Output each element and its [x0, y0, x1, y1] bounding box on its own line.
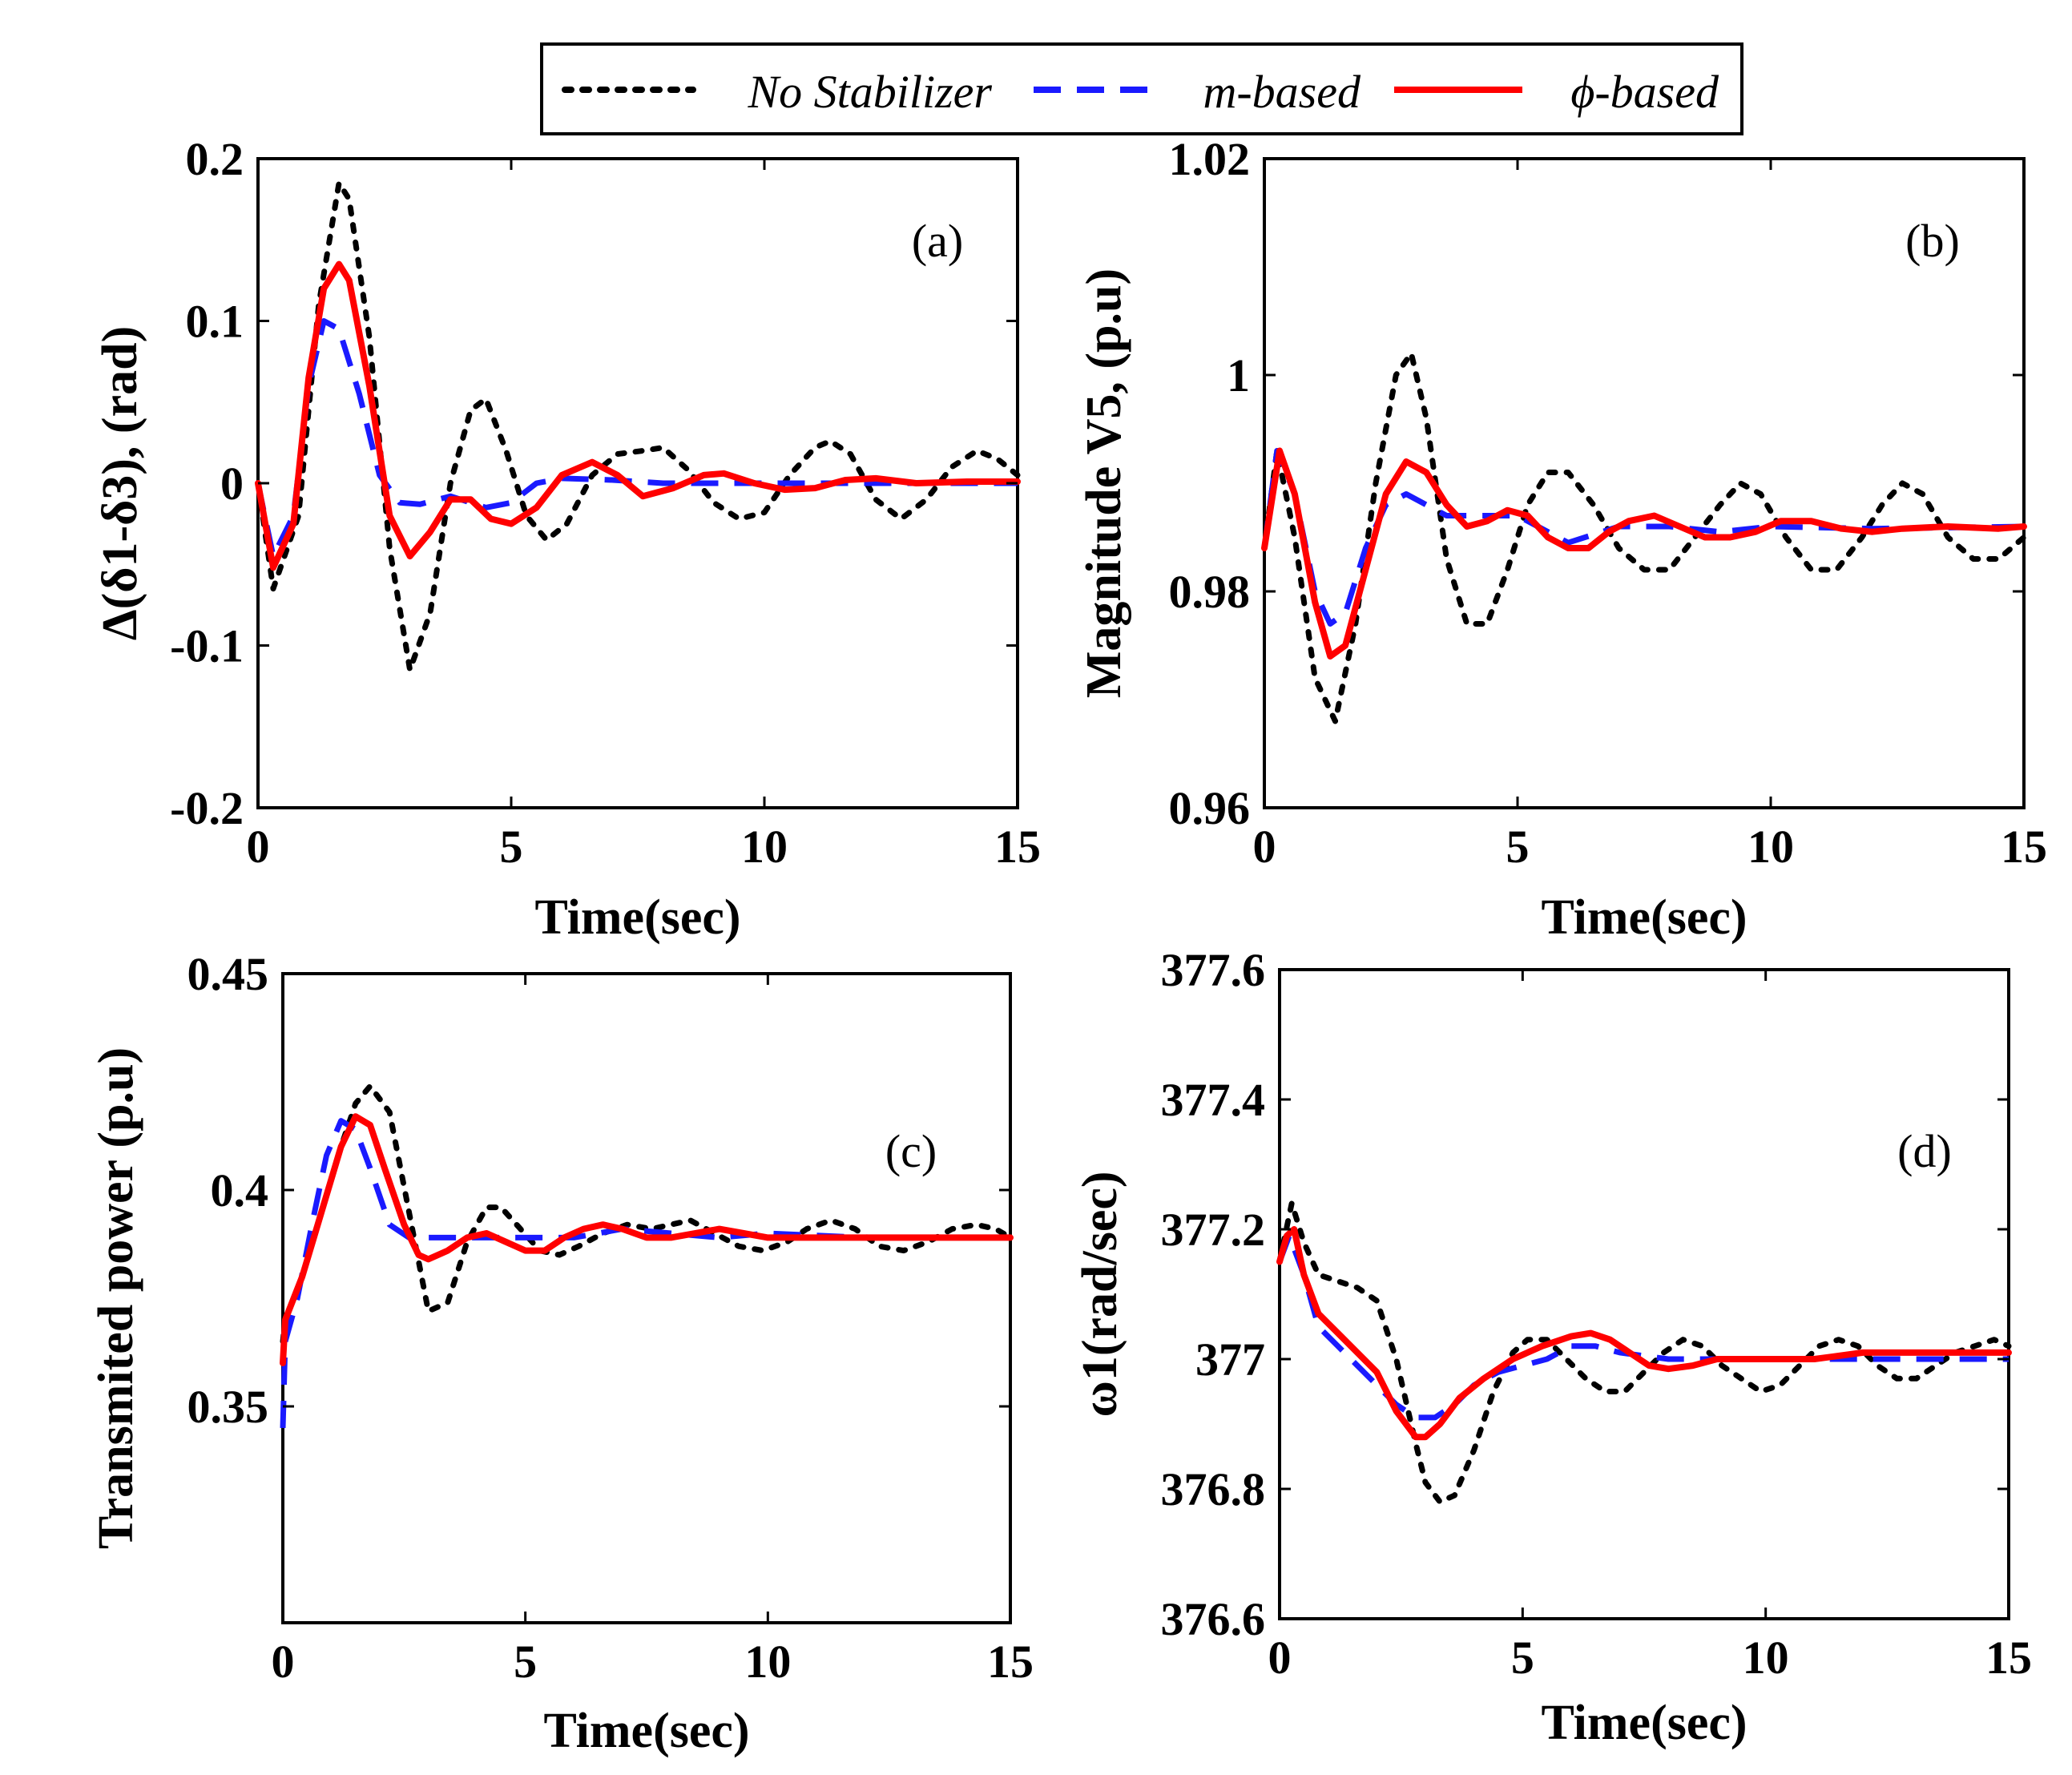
panel-a-ytick-label: 0.1 [186, 296, 244, 348]
panel-a: 0 5 10 15 -0.2 -0.1 0 0.1 0.2 (a) Time(sec) Δ(δ1… [93, 133, 1041, 945]
panel-a-ytick-label: 0 [220, 458, 244, 510]
panel-c-ticks: 0 5 10 15 0.35 0.4 0.45 [187, 948, 1034, 1688]
panel-b-tag: (b) [1905, 215, 1960, 267]
panel-a-xtick-label: 15 [994, 821, 1041, 873]
panel-b-frame [1263, 157, 2026, 809]
panel-b-xtick-label: 15 [2001, 821, 2047, 873]
panel-c-ytick-label: 0.45 [187, 948, 269, 1000]
panel-d-series-phi-based [1276, 1226, 2012, 1441]
legend-label-phi-based: ϕ-based [1570, 66, 1719, 118]
panel-c: 0 5 10 15 0.35 0.4 0.45 (c) Time(sec) Transmit… [89, 948, 1034, 1758]
panel-a-series-phi-based [255, 260, 1021, 571]
panel-d-ytick-label: 377.2 [1161, 1204, 1266, 1256]
panel-d-ytick-label: 377 [1195, 1333, 1265, 1386]
panel-b-ytick-label: 0.96 [1169, 782, 1251, 834]
panel-b-series-phi-based [1261, 447, 2027, 660]
panel-c-ytick-label: 0.4 [211, 1164, 269, 1216]
panel-c-xtick-label: 15 [987, 1636, 1034, 1688]
panel-b-series [1261, 350, 2027, 724]
panel-c-xtick-label: 5 [514, 1636, 537, 1688]
panel-b-xlabel: Time(sec) [1541, 890, 1747, 945]
panel-b-xtick-label: 0 [1253, 821, 1276, 873]
panel-a-xlabel: Time(sec) [534, 890, 740, 945]
panel-a-ytick-label: 0.2 [186, 133, 244, 185]
panel-d-ytick-label: 376.6 [1161, 1593, 1266, 1645]
legend-label-no-stabilizer: No Stabilizer [747, 66, 992, 118]
panel-d-frame [1278, 968, 2010, 1620]
panel-a-series [255, 180, 1021, 673]
panel-a-xtick-label: 0 [247, 821, 270, 873]
panel-b-series-m-based [1261, 448, 2025, 627]
panel-d-xtick-label: 15 [1985, 1632, 2032, 1684]
panel-c-ylabel: Transmited power (p.u) [89, 1047, 143, 1549]
panel-d-series-no-stabilizer [1276, 1200, 2012, 1505]
panel-b-ytick-label: 1.02 [1169, 133, 1251, 185]
panel-b-ticks: 0 5 10 15 0.96 0.98 1 1.02 [1169, 133, 2048, 873]
panel-d-ytick-label: 376.8 [1161, 1463, 1266, 1515]
panel-a-tag: (a) [912, 215, 963, 267]
panel-d-tag: (d) [1897, 1125, 1952, 1177]
panel-c-series-phi-based [280, 1113, 1014, 1366]
panel-c-xtick-label: 0 [272, 1636, 295, 1688]
panel-d: 0 5 10 15 376.6 376.8 377 377.2 377.4 377.6 (d) T… [1073, 944, 2032, 1750]
panel-a-ytick-label: -0.1 [170, 620, 244, 672]
panel-c-xtick-label: 10 [744, 1636, 791, 1688]
panel-c-frame [281, 972, 1012, 1624]
panel-b: 0 5 10 15 0.96 0.98 1 1.02 (b) Time(sec) Magnit… [1077, 133, 2047, 945]
panel-a-ylabel: Δ(δ1-δ3), (rad) [93, 326, 147, 640]
panel-d-ytick-label: 377.6 [1161, 944, 1266, 996]
legend: No Stabilizer m-based ϕ-based [540, 42, 1743, 135]
panel-d-xtick-label: 0 [1268, 1632, 1292, 1684]
panel-d-ytick-label: 377.4 [1161, 1074, 1266, 1126]
panel-b-xtick-label: 10 [1747, 821, 1794, 873]
panel-b-ylabel: Magnitude V5, (p.u) [1077, 268, 1131, 698]
panel-d-xtick-label: 5 [1511, 1632, 1534, 1684]
panel-d-series [1276, 1200, 2012, 1505]
panel-c-tag: (c) [885, 1125, 937, 1177]
panel-c-ytick-label: 0.35 [187, 1381, 269, 1433]
panel-b-ytick-label: 0.98 [1169, 566, 1251, 618]
panel-a-ytick-label: -0.2 [170, 782, 244, 834]
panel-b-ytick-label: 1 [1227, 349, 1250, 401]
panel-b-series-no-stabilizer [1261, 350, 2027, 724]
panel-d-xlabel: Time(sec) [1541, 1696, 1747, 1750]
panel-b-xtick-label: 5 [1506, 821, 1530, 873]
panel-d-xtick-label: 10 [1743, 1632, 1789, 1684]
panel-c-series-m-based [280, 1118, 1010, 1429]
legend-label-m-based: m-based [1203, 66, 1361, 118]
panel-a-series-no-stabilizer [255, 180, 1021, 673]
panel-a-xtick-label: 10 [741, 821, 788, 873]
panel-a-xtick-label: 5 [500, 821, 523, 873]
panel-d-ylabel: ω1(rad/sec) [1073, 1171, 1127, 1417]
panel-a-ticks: 0 5 10 15 -0.2 -0.1 0 0.1 0.2 [170, 133, 1041, 873]
panel-c-xlabel: Time(sec) [543, 1704, 749, 1758]
panel-c-series [280, 1083, 1014, 1429]
panel-d-ticks: 0 5 10 15 376.6 376.8 377 377.2 377.4 377.6 [1161, 944, 2033, 1684]
